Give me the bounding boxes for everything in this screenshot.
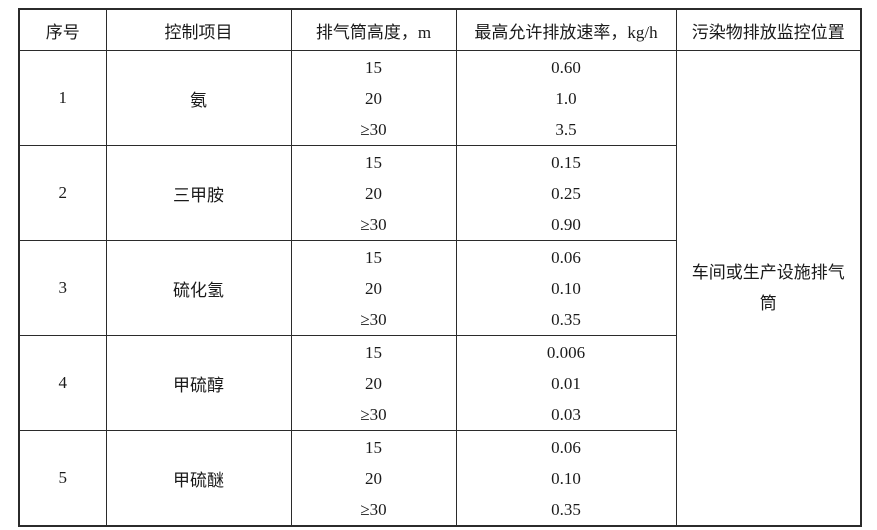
serial-cell: 3 bbox=[18, 240, 107, 336]
serial-cell: 5 bbox=[18, 430, 107, 527]
header-control-item: 控制项目 bbox=[105, 8, 292, 51]
stack-height-cell: 15 20 ≥30 bbox=[290, 335, 457, 431]
table-row: 2 三甲胺 15 20 ≥30 0.15 0.25 0.90 bbox=[18, 145, 861, 241]
height-value: ≥30 bbox=[360, 404, 387, 424]
height-value: ≥30 bbox=[360, 119, 387, 139]
emission-limits-table: 序号 控制项目 排气筒高度，m 最高允许排放速率，kg/h 污染物排放监控位置 … bbox=[18, 8, 862, 527]
emission-rate-cell: 0.06 0.10 0.35 bbox=[455, 430, 677, 527]
control-item-cell: 甲硫醇 bbox=[105, 335, 292, 431]
control-item-cell: 氨 bbox=[105, 50, 292, 146]
rate-value: 0.15 bbox=[551, 152, 581, 172]
rate-value: 0.06 bbox=[551, 437, 581, 457]
header-max-emission-rate: 最高允许排放速率，kg/h bbox=[455, 8, 677, 51]
header-monitoring-position: 污染物排放监控位置 bbox=[675, 8, 862, 51]
rate-value: 0.35 bbox=[551, 499, 581, 519]
height-value: 15 bbox=[365, 57, 382, 77]
height-value: ≥30 bbox=[360, 499, 387, 519]
rate-value: 0.25 bbox=[551, 183, 581, 203]
rate-value: 0.60 bbox=[551, 57, 581, 77]
control-item-cell: 硫化氢 bbox=[105, 240, 292, 336]
stack-height-cell: 15 20 ≥30 bbox=[290, 430, 457, 527]
monitoring-location-text: 车间或生产设施排气筒 bbox=[691, 263, 845, 313]
stack-height-cell: 15 20 ≥30 bbox=[290, 240, 457, 336]
height-value: 15 bbox=[365, 342, 382, 362]
height-value: 20 bbox=[365, 183, 382, 203]
header-row: 序号 控制项目 排气筒高度，m 最高允许排放速率，kg/h 污染物排放监控位置 bbox=[18, 8, 862, 51]
rate-value: 0.01 bbox=[551, 373, 581, 393]
table-row: 4 甲硫醇 15 20 ≥30 0.006 0.01 0.03 bbox=[18, 335, 861, 431]
header-stack-height: 排气筒高度，m bbox=[290, 8, 457, 51]
serial-cell: 2 bbox=[18, 145, 107, 241]
emission-rate-cell: 0.006 0.01 0.03 bbox=[455, 335, 677, 431]
height-value: 20 bbox=[365, 468, 382, 488]
emission-rate-cell: 0.06 0.10 0.35 bbox=[455, 240, 677, 336]
table-row: 3 硫化氢 15 20 ≥30 0.06 0.10 0.35 bbox=[18, 240, 861, 336]
table-row: 5 甲硫醚 15 20 ≥30 0.06 0.10 0.35 bbox=[18, 430, 861, 527]
rate-value: 0.35 bbox=[551, 309, 581, 329]
height-value: 15 bbox=[365, 437, 382, 457]
rate-value: 0.03 bbox=[551, 404, 581, 424]
serial-cell: 1 bbox=[18, 50, 107, 146]
rate-value: 3.5 bbox=[555, 119, 577, 139]
height-value: ≥30 bbox=[360, 214, 387, 234]
height-value: 15 bbox=[365, 247, 382, 267]
rate-value: 0.006 bbox=[546, 342, 586, 362]
stack-height-cell: 15 20 ≥30 bbox=[290, 50, 457, 146]
height-value: ≥30 bbox=[360, 309, 387, 329]
height-value: 20 bbox=[365, 373, 382, 393]
rate-value: 0.06 bbox=[551, 247, 581, 267]
table-row: 1 氨 15 20 ≥30 0.60 1.0 3.5 车间或生产设施排气筒 bbox=[18, 50, 862, 527]
table-body: 1 氨 15 20 ≥30 0.60 1.0 3.5 车间或生产设施排气筒 2 三甲胺 … bbox=[18, 50, 862, 527]
height-value: 20 bbox=[365, 88, 382, 108]
rate-value: 0.90 bbox=[551, 214, 581, 234]
height-value: 15 bbox=[365, 152, 382, 172]
monitoring-location-cell: 车间或生产设施排气筒 bbox=[675, 50, 862, 527]
control-item-cell: 三甲胺 bbox=[105, 145, 292, 241]
height-value: 20 bbox=[365, 278, 382, 298]
emission-rate-cell: 0.60 1.0 3.5 bbox=[455, 50, 677, 146]
rate-value: 0.10 bbox=[551, 278, 581, 298]
stack-height-cell: 15 20 ≥30 bbox=[290, 145, 457, 241]
serial-cell: 4 bbox=[18, 335, 107, 431]
rate-value: 0.10 bbox=[551, 468, 581, 488]
rate-value: 1.0 bbox=[555, 88, 577, 108]
emission-rate-cell: 0.15 0.25 0.90 bbox=[455, 145, 677, 241]
control-item-cell: 甲硫醚 bbox=[105, 430, 292, 527]
header-serial-number: 序号 bbox=[18, 8, 107, 51]
